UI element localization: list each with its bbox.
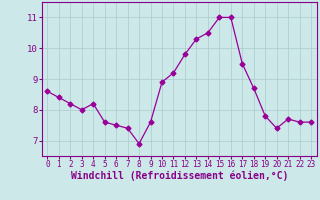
X-axis label: Windchill (Refroidissement éolien,°C): Windchill (Refroidissement éolien,°C): [70, 171, 288, 181]
